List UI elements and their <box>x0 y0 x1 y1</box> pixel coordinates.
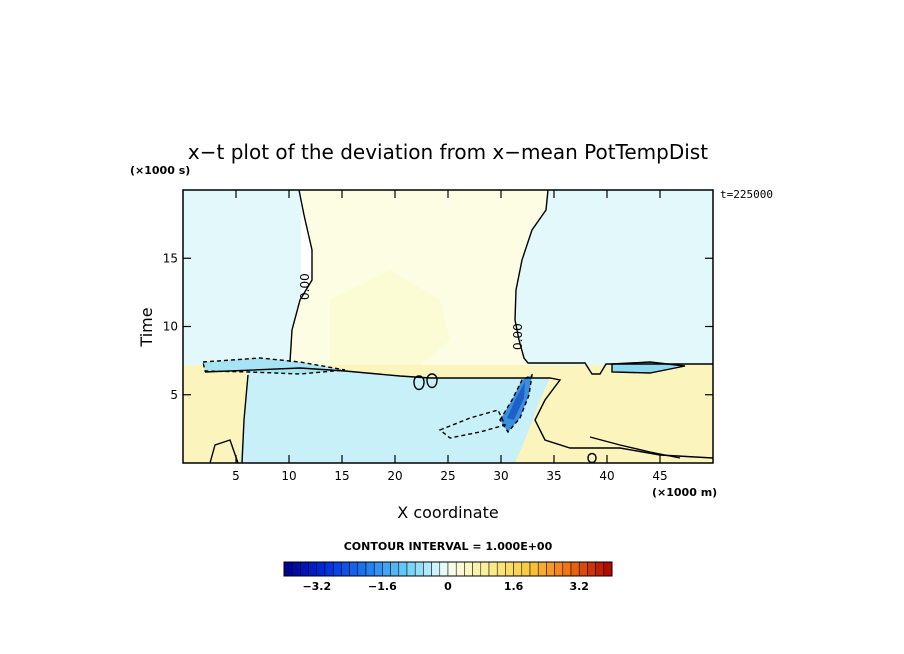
colorbar-swatch <box>472 561 482 577</box>
colorbar-swatch <box>398 561 408 577</box>
region-upper-right <box>515 190 713 365</box>
contour-label-left: 0.00 <box>298 273 312 300</box>
colorbar-ticks: −3.2 −1.6 0 1.6 3.2 <box>302 580 589 593</box>
contour-zero-right <box>514 190 713 375</box>
colorbar-swatch <box>390 561 400 577</box>
region-lower-cold-pool <box>240 368 550 463</box>
colorbar-swatch <box>546 561 555 577</box>
x-tick-label: 25 <box>440 469 455 483</box>
contour-label-right: 0.00 <box>511 323 525 350</box>
contour-small-ring <box>587 452 597 463</box>
contour-blob-2 <box>426 373 438 389</box>
colorbar-swatch <box>349 561 359 577</box>
colorbar-swatch <box>406 561 416 577</box>
colorbar-swatch <box>455 561 465 577</box>
colorbar-swatch <box>521 561 531 577</box>
colorbar-swatch <box>423 561 432 577</box>
colorbar-swatch <box>291 561 301 577</box>
cold-patch-right <box>612 362 685 373</box>
colorbar-swatch <box>316 561 326 577</box>
colorbar-swatch <box>365 561 375 577</box>
x-tick-label: 35 <box>546 469 561 483</box>
chart-title: x−t plot of the deviation from x−mean Po… <box>188 140 708 164</box>
colorbar-swatch <box>488 561 498 577</box>
warm-core <box>330 270 450 365</box>
region-upper-left <box>183 190 301 365</box>
colorbar-tick-label: −1.6 <box>368 580 397 593</box>
y-axis-label: Time <box>137 307 156 347</box>
axis-ticks: 5 10 15 20 25 30 35 40 45 5 10 15 <box>163 190 713 483</box>
contour-streak-line <box>589 436 681 459</box>
colorbar-swatch <box>537 561 547 577</box>
x-tick-label: 45 <box>652 469 667 483</box>
colorbar-swatch <box>570 561 580 577</box>
colorbar-swatch <box>505 561 514 577</box>
colorbar-swatch <box>357 561 367 577</box>
contour-blob-1 <box>413 375 425 391</box>
contour-lines <box>202 190 713 463</box>
colorbar-swatch <box>382 561 391 577</box>
y-tick-label: 5 <box>170 388 178 402</box>
plot-field <box>183 190 713 463</box>
colorbar-swatch <box>496 561 506 577</box>
x-tick-label: 30 <box>493 469 508 483</box>
colorbar-swatch <box>324 561 334 577</box>
colorbar-swatch <box>513 561 523 577</box>
colorbar-swatch <box>439 561 449 577</box>
time-stamp: t=225000 <box>720 188 773 201</box>
contour-cold-right <box>611 361 686 374</box>
cold-streak-core <box>507 382 525 420</box>
x-axis-label: X coordinate <box>397 503 498 522</box>
x-unit-label: (×1000 m) <box>652 486 717 499</box>
colorbar-swatch <box>529 561 539 577</box>
contour-cold-streak <box>499 373 533 434</box>
contour-zero-lower <box>204 367 713 459</box>
colorbar-swatch <box>480 561 490 577</box>
colorbar-swatch <box>373 561 383 577</box>
x-tick-label: 10 <box>281 469 296 483</box>
colorbar-swatch <box>578 561 588 577</box>
x-tick-label: 5 <box>232 469 240 483</box>
colorbar-swatch <box>464 561 473 577</box>
colorbar-tick-label: 1.6 <box>504 580 524 593</box>
colorbar-swatch <box>562 561 572 577</box>
colorbar-swatch <box>414 561 424 577</box>
colorbar-swatch <box>308 561 318 577</box>
colorbar-swatch <box>447 561 457 577</box>
colorbar-tick-label: 0 <box>444 580 452 593</box>
colorbar-swatch <box>300 561 309 577</box>
contour-zero-base <box>241 374 249 463</box>
contour-cold-left <box>202 357 346 375</box>
colorbar-tick-label: 3.2 <box>569 580 589 593</box>
contour-cold-tail <box>438 409 506 439</box>
colorbar-swatch <box>341 561 350 577</box>
colorbar-tick-label: −3.2 <box>302 580 331 593</box>
contour-zero-left <box>289 190 313 363</box>
colorbar-swatch <box>587 561 596 577</box>
colorbar-swatch <box>554 561 564 577</box>
contour-interval-text: CONTOUR INTERVAL = 1.000E+00 <box>344 540 553 553</box>
colorbar <box>283 561 613 577</box>
colorbar-swatch <box>595 561 605 577</box>
contour-zero-pocket <box>209 439 239 463</box>
colorbar-swatch <box>431 561 441 577</box>
colorbar-swatch <box>332 561 342 577</box>
y-unit-label: (×1000 s) <box>130 164 190 177</box>
colorbar-frame <box>283 561 613 577</box>
y-tick-label: 10 <box>163 320 178 334</box>
y-tick-label: 15 <box>163 251 178 265</box>
colorbar-swatch <box>283 561 293 577</box>
x-tick-label: 15 <box>334 469 349 483</box>
x-tick-label: 20 <box>387 469 402 483</box>
x-tick-label: 40 <box>599 469 614 483</box>
colorbar-swatch <box>603 561 613 577</box>
